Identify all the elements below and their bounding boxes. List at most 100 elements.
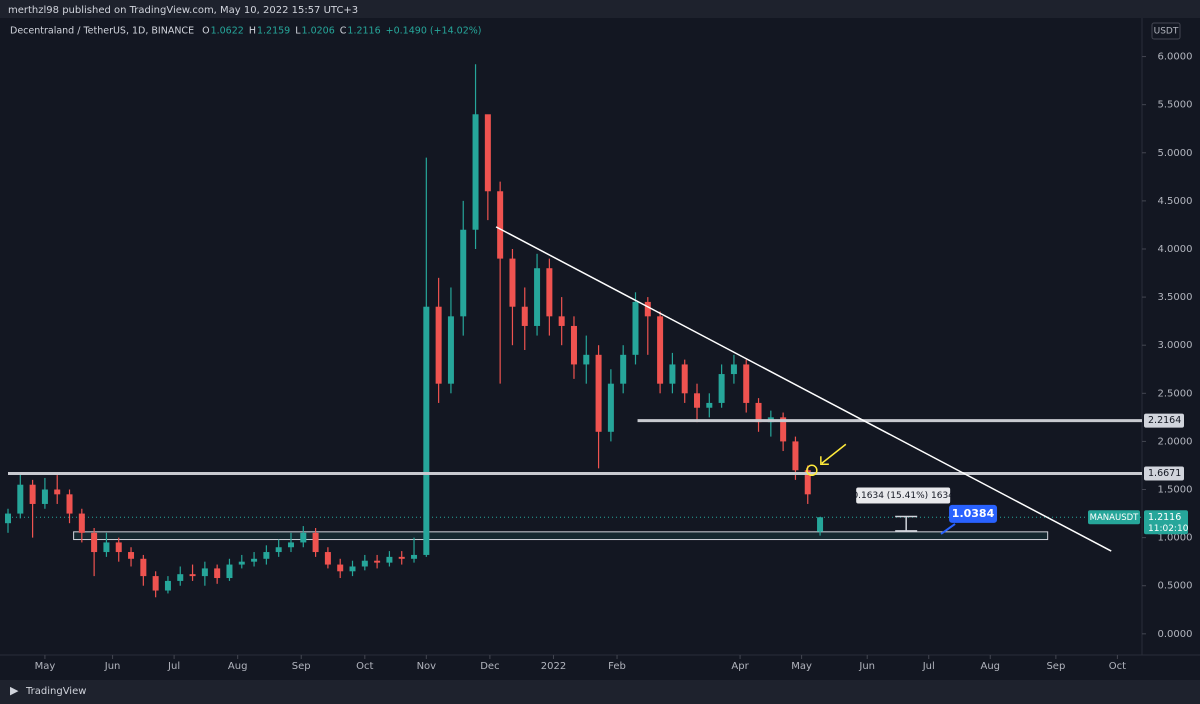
candle-body xyxy=(755,402,762,423)
candle-body xyxy=(214,568,221,579)
x-tick-label: Jul xyxy=(167,661,180,672)
candle-body xyxy=(583,354,590,365)
candle-body xyxy=(337,564,344,572)
candle-body xyxy=(521,306,528,326)
candle-body xyxy=(103,542,110,553)
x-tick-label: Aug xyxy=(980,661,1000,672)
candle-body xyxy=(128,552,135,559)
candle-body xyxy=(534,268,541,326)
legend-value: 1.0622 xyxy=(211,26,244,37)
callout-pointer xyxy=(940,523,956,535)
candle-body xyxy=(201,568,208,577)
candle-body xyxy=(607,383,614,432)
y-tick-label: 2.5000 xyxy=(1158,388,1193,399)
legend-key: H xyxy=(249,26,256,37)
symbol-tag xyxy=(1088,510,1140,525)
candle-body xyxy=(91,532,98,553)
x-tick-label: Jun xyxy=(104,661,121,672)
candle-body xyxy=(115,542,122,553)
x-tick-label: Sep xyxy=(1046,661,1065,672)
x-tick-label: Oct xyxy=(1109,661,1126,672)
candle-body xyxy=(681,364,688,394)
candle-body xyxy=(164,580,171,591)
candle-body xyxy=(644,301,651,317)
candle-body xyxy=(275,547,282,553)
y-tick-label: 5.5000 xyxy=(1158,100,1193,111)
candle-body xyxy=(509,258,516,307)
candle-body xyxy=(398,556,405,559)
x-tick-label: May xyxy=(791,661,812,672)
candle-body xyxy=(361,560,368,567)
level-tag xyxy=(1144,466,1184,481)
candle-body xyxy=(743,364,750,403)
candle-body xyxy=(386,556,393,563)
candle-body xyxy=(251,558,258,562)
legend-value: 1.2116 xyxy=(347,26,380,37)
candle-body xyxy=(152,576,159,591)
y-tick-label: 4.0000 xyxy=(1158,244,1193,255)
legend-value: 1.2159 xyxy=(257,26,290,37)
support-zone xyxy=(73,531,1049,541)
candle-body xyxy=(78,513,85,533)
legend-change: +0.1490 (+14.02%) xyxy=(386,26,482,37)
y-tick-label: 3.0000 xyxy=(1158,340,1193,351)
candle-body xyxy=(226,564,233,579)
candle-body xyxy=(497,191,504,259)
candle-body xyxy=(140,558,147,577)
candle-body xyxy=(780,417,787,442)
candle-body xyxy=(177,574,184,581)
y-tick-label: 0.0000 xyxy=(1158,629,1193,640)
marker-arrow xyxy=(821,443,847,464)
candle-body xyxy=(238,561,245,565)
candle-body xyxy=(460,229,467,317)
candle-body xyxy=(484,114,491,192)
price-tag xyxy=(1144,510,1188,535)
candle-body xyxy=(5,513,11,524)
trendline xyxy=(495,226,1112,552)
candle-body xyxy=(324,552,331,565)
x-tick-label: Oct xyxy=(356,661,373,672)
x-tick-label: May xyxy=(35,661,56,672)
candle-body xyxy=(300,532,307,543)
candle-body xyxy=(804,470,811,495)
y-tick-label: 3.5000 xyxy=(1158,292,1193,303)
candle-body xyxy=(718,374,725,403)
y-tick-label: 5.0000 xyxy=(1158,148,1193,159)
candle-body xyxy=(558,316,565,326)
x-tick-label: Dec xyxy=(480,661,499,672)
header: merthzl98 published on TradingView.com, … xyxy=(8,5,358,16)
level-tag-label: 1.6671 xyxy=(1148,468,1181,479)
y-tick-label: 1.5000 xyxy=(1158,485,1193,496)
legend: Decentraland / TetherUS, 1D, BINANCE O 1.0… xyxy=(10,26,481,37)
candle-body xyxy=(595,354,602,432)
candle-body xyxy=(730,364,737,375)
candle-body xyxy=(374,560,381,563)
candle-body xyxy=(263,552,270,559)
candle-body xyxy=(435,306,442,384)
footer-bar xyxy=(0,680,1200,704)
candle-body xyxy=(694,393,701,408)
measure-box xyxy=(856,487,951,504)
candle-body xyxy=(349,566,356,572)
legend-key: C xyxy=(340,26,347,37)
y-tick-label: 0.5000 xyxy=(1158,581,1193,592)
candle-body xyxy=(411,554,418,559)
x-tick-label: 2022 xyxy=(541,661,566,672)
x-tick-label: Jun xyxy=(858,661,875,672)
callout-label: 1.0384 xyxy=(952,507,995,520)
marker-circle xyxy=(806,464,818,477)
candle-body xyxy=(669,364,676,384)
footer-logo: ▶ xyxy=(10,684,19,697)
y-tick-label: 6.0000 xyxy=(1158,52,1193,63)
x-tick-label: Apr xyxy=(731,661,749,672)
x-tick-label: Sep xyxy=(292,661,311,672)
candle-body xyxy=(66,494,73,514)
price-tag-countdown: 11:02:10 xyxy=(1148,524,1189,534)
x-tick-label: Jul xyxy=(922,661,935,672)
currency: USDT xyxy=(1154,27,1179,37)
level-tag xyxy=(1144,413,1184,428)
y-tick-label: 1.0000 xyxy=(1158,533,1193,544)
currency-box xyxy=(1151,22,1181,40)
